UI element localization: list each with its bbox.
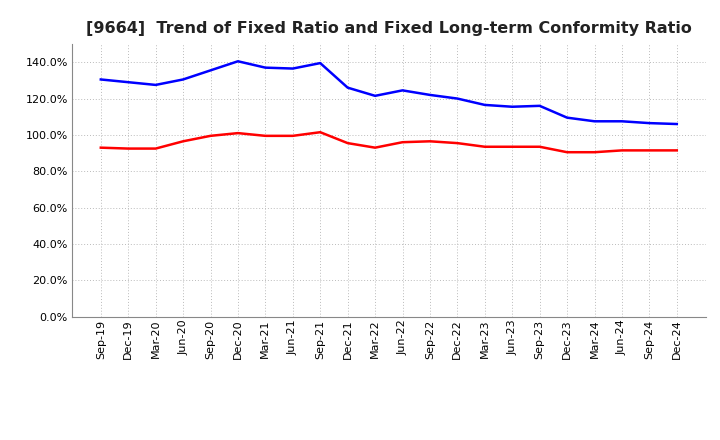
Fixed Ratio — [261, 65, 270, 70]
Fixed Long-term Conformity Ratio — [289, 133, 297, 139]
Fixed Ratio — [289, 66, 297, 71]
Fixed Ratio — [480, 102, 489, 107]
Fixed Long-term Conformity Ratio — [261, 133, 270, 139]
Fixed Long-term Conformity Ratio — [124, 146, 132, 151]
Fixed Ratio — [151, 82, 160, 88]
Fixed Long-term Conformity Ratio — [398, 139, 407, 145]
Line: Fixed Ratio: Fixed Ratio — [101, 61, 677, 124]
Fixed Long-term Conformity Ratio — [343, 140, 352, 146]
Fixed Ratio — [124, 80, 132, 85]
Fixed Ratio — [371, 93, 379, 99]
Fixed Ratio — [453, 96, 462, 101]
Fixed Long-term Conformity Ratio — [590, 150, 599, 155]
Fixed Ratio — [563, 115, 572, 120]
Fixed Ratio — [618, 119, 626, 124]
Fixed Long-term Conformity Ratio — [371, 145, 379, 150]
Fixed Long-term Conformity Ratio — [316, 129, 325, 135]
Fixed Ratio — [233, 59, 242, 64]
Fixed Long-term Conformity Ratio — [206, 133, 215, 139]
Fixed Ratio — [536, 103, 544, 109]
Fixed Long-term Conformity Ratio — [96, 145, 105, 150]
Fixed Ratio — [426, 92, 434, 98]
Fixed Long-term Conformity Ratio — [179, 139, 187, 144]
Fixed Ratio — [590, 119, 599, 124]
Line: Fixed Long-term Conformity Ratio: Fixed Long-term Conformity Ratio — [101, 132, 677, 152]
Fixed Long-term Conformity Ratio — [672, 148, 681, 153]
Fixed Ratio — [508, 104, 516, 110]
Fixed Long-term Conformity Ratio — [645, 148, 654, 153]
Title: [9664]  Trend of Fixed Ratio and Fixed Long-term Conformity Ratio: [9664] Trend of Fixed Ratio and Fixed Lo… — [86, 21, 692, 36]
Fixed Long-term Conformity Ratio — [453, 140, 462, 146]
Fixed Long-term Conformity Ratio — [618, 148, 626, 153]
Fixed Ratio — [343, 85, 352, 90]
Fixed Long-term Conformity Ratio — [480, 144, 489, 150]
Fixed Ratio — [96, 77, 105, 82]
Fixed Ratio — [206, 68, 215, 73]
Fixed Long-term Conformity Ratio — [508, 144, 516, 150]
Fixed Long-term Conformity Ratio — [151, 146, 160, 151]
Fixed Ratio — [398, 88, 407, 93]
Fixed Ratio — [316, 60, 325, 66]
Fixed Ratio — [645, 121, 654, 126]
Fixed Long-term Conformity Ratio — [563, 150, 572, 155]
Fixed Long-term Conformity Ratio — [233, 131, 242, 136]
Fixed Long-term Conformity Ratio — [426, 139, 434, 144]
Fixed Ratio — [672, 121, 681, 127]
Fixed Long-term Conformity Ratio — [536, 144, 544, 150]
Fixed Ratio — [179, 77, 187, 82]
